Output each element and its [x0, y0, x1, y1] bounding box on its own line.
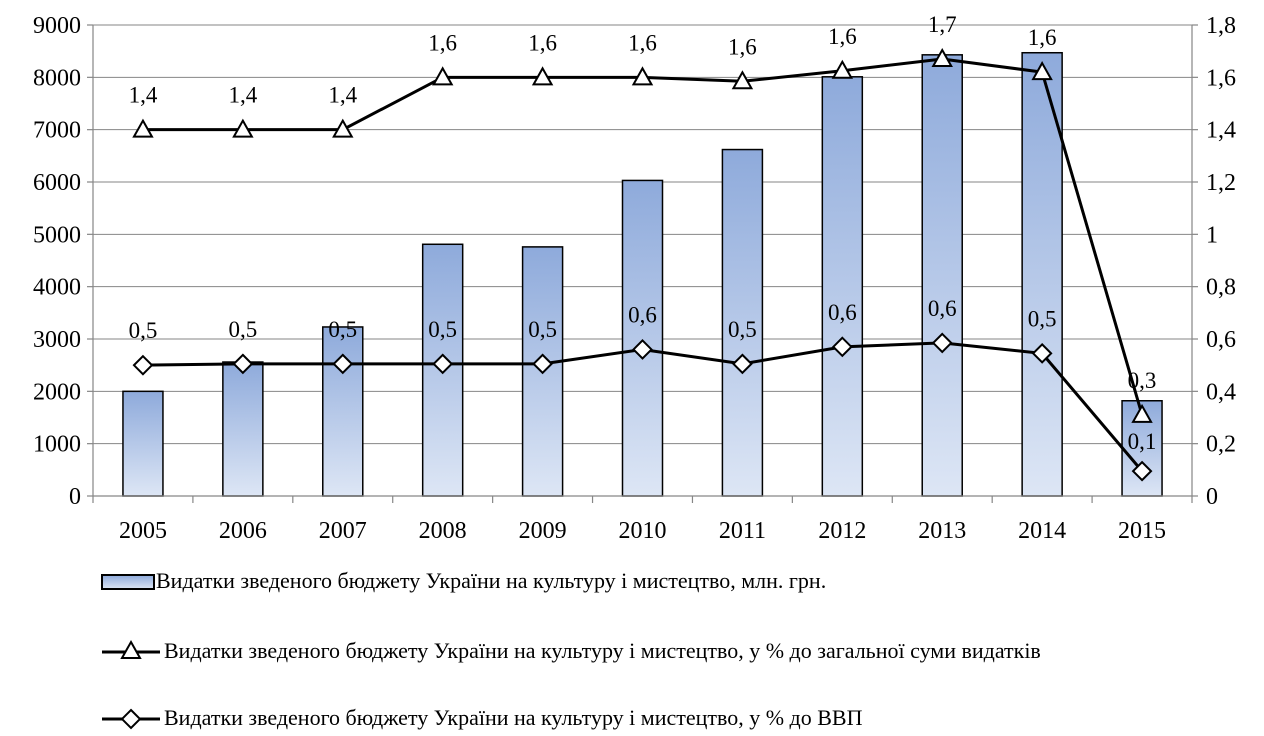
- x-tick-label: 2008: [419, 518, 467, 544]
- bar: [421, 243, 464, 497]
- y-right-tick-label: 0,8: [1206, 275, 1236, 301]
- legend-triangle-marker-icon: [102, 639, 160, 659]
- data-label: 0,1: [1128, 429, 1157, 454]
- triangle-marker: [232, 118, 254, 138]
- y-left-tick-label: 1000: [33, 432, 81, 458]
- data-label: 1,4: [328, 83, 357, 108]
- y-right-tick-label: 1,6: [1206, 65, 1236, 91]
- data-label: 1,6: [828, 24, 857, 49]
- x-tick-label: 2010: [619, 518, 667, 544]
- triangle-marker: [332, 118, 354, 138]
- y-left-tick-label: 6000: [33, 170, 81, 196]
- triangle-marker: [631, 66, 654, 86]
- y-right-tick-label: 1,4: [1206, 118, 1236, 144]
- legend-bar-swatch: [101, 574, 155, 590]
- bar: [921, 54, 963, 497]
- line-series: [132, 47, 1153, 482]
- diamond-marker: [332, 353, 354, 375]
- diamond-marker: [831, 336, 853, 358]
- bar: [122, 390, 164, 497]
- x-tick-label: 2013: [918, 518, 966, 544]
- x-tick-label: 2007: [319, 518, 367, 544]
- data-label: 0,6: [828, 300, 857, 325]
- data-label: 1,4: [129, 83, 158, 108]
- data-label: 1,4: [228, 83, 257, 108]
- data-label: 1,6: [728, 34, 757, 59]
- diamond-marker: [432, 353, 454, 375]
- data-label: 0,5: [228, 317, 257, 342]
- legend-diamond-marker-icon: [102, 708, 160, 730]
- y-left-tick-label: 4000: [33, 275, 81, 301]
- y-right-tick-label: 0,2: [1206, 432, 1236, 458]
- triangle-marker: [531, 66, 554, 86]
- y-left-tick-label: 3000: [33, 327, 81, 353]
- legend-label-bars: Видатки зведеного бюджету України на кул…: [156, 568, 827, 593]
- y-left-tick-label: 5000: [33, 222, 81, 248]
- triangle-marker: [1031, 61, 1053, 81]
- triangle-marker: [1131, 403, 1153, 423]
- diamond-marker: [532, 353, 554, 375]
- diamond-marker: [1131, 460, 1153, 482]
- bar: [322, 326, 364, 497]
- data-label: 0,5: [728, 317, 757, 342]
- y-left-tick-label: 7000: [33, 118, 81, 144]
- triangle-marker: [132, 118, 154, 138]
- x-tick-label: 2014: [1018, 518, 1066, 544]
- y-right-tick-label: 1,8: [1206, 13, 1236, 39]
- triangle-marker: [931, 47, 953, 68]
- data-label: 1,7: [928, 12, 957, 37]
- data-label: 0,5: [528, 317, 557, 342]
- data-label: 0,5: [428, 317, 457, 342]
- triangle-marker: [431, 66, 454, 86]
- triangle-marker: [831, 59, 854, 79]
- x-tick-label: 2015: [1118, 518, 1166, 544]
- diamond-marker: [132, 354, 154, 376]
- y-left-tick-label: 0: [69, 484, 81, 510]
- data-label: 0,6: [628, 302, 657, 327]
- legend-label-triangle-line: Видатки зведеного бюджету України на кул…: [164, 638, 1041, 663]
- x-tick-label: 2012: [818, 518, 866, 544]
- diamond-marker: [632, 339, 653, 360]
- y-left-tick-label: 8000: [33, 65, 81, 91]
- bar: [821, 76, 864, 497]
- data-label: 1,6: [628, 30, 657, 55]
- data-label: 0,5: [129, 318, 158, 343]
- y-right-tick-label: 0: [1206, 484, 1218, 510]
- data-label: 0,5: [1028, 306, 1057, 331]
- bar-series: [122, 51, 1163, 497]
- diamond-marker: [1031, 342, 1053, 364]
- data-labels: 1,4 1,4 1,4 1,6 1,6 1,6 1,6 1,6 1,7 1,6 0,3 0,5 0,5 0…: [129, 12, 1157, 454]
- x-tick-label: 2005: [119, 518, 167, 544]
- data-label: 0,3: [1128, 368, 1157, 393]
- data-label: 1,6: [428, 30, 457, 55]
- bar: [222, 361, 264, 497]
- bar: [621, 179, 664, 497]
- diamond-marker: [232, 353, 254, 375]
- x-tick-label: 2009: [519, 518, 567, 544]
- data-label: 0,6: [928, 296, 957, 321]
- data-label: 1,6: [1028, 25, 1057, 50]
- legend-label-diamond-line: Видатки зведеного бюджету України на кул…: [164, 705, 863, 730]
- diamond-marker: [931, 332, 953, 354]
- y-right-tick-label: 0,6: [1206, 327, 1236, 353]
- axes: 0 1000 2000 3000 4000 5000 6000 7000 8000 9000 0 0,…: [33, 13, 1236, 544]
- y-left-tick-label: 2000: [33, 379, 81, 405]
- y-right-tick-label: 1,2: [1206, 170, 1236, 196]
- x-tick-label: 2006: [219, 518, 267, 544]
- y-right-tick-label: 1: [1206, 222, 1218, 248]
- data-label: 0,5: [328, 317, 357, 342]
- y-right-tick-label: 0,4: [1206, 379, 1236, 405]
- y-left-tick-label: 9000: [33, 13, 81, 39]
- combo-chart: 0 1000 2000 3000 4000 5000 6000 7000 8000 9000 0 0,…: [33, 12, 1236, 544]
- x-tick-label: 2011: [719, 518, 766, 544]
- data-label: 1,6: [528, 30, 557, 55]
- diamond-marker: [731, 353, 753, 375]
- triangle-marker: [731, 70, 754, 90]
